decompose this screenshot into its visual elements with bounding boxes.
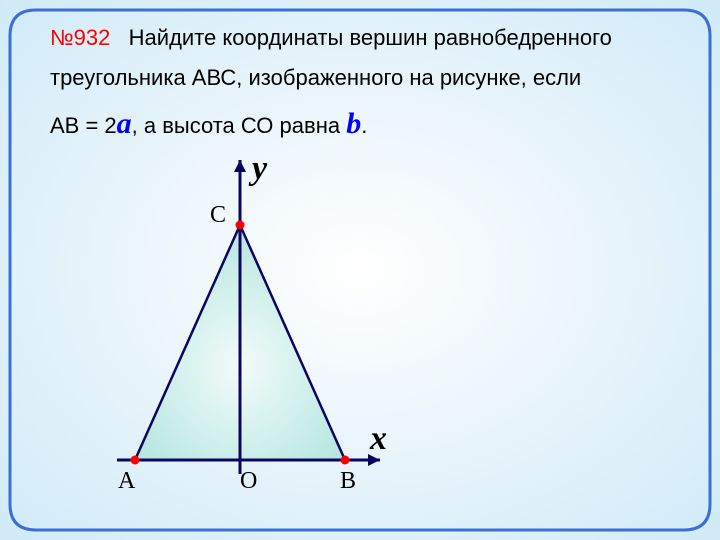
- point-label-b: B: [340, 468, 356, 495]
- figure: x y A B C O: [100, 150, 460, 530]
- text-line1: Найдите координаты вершин равнобедренног…: [129, 25, 612, 50]
- point-label-a: A: [118, 468, 135, 495]
- axis-label-y: y: [252, 150, 267, 188]
- axis-label-x: x: [370, 420, 387, 458]
- var-a: a: [117, 107, 132, 140]
- var-b: b: [346, 107, 361, 140]
- text-line3a: АВ = 2: [50, 113, 117, 138]
- point-label-c: C: [210, 202, 226, 229]
- diagram-svg: [100, 150, 460, 530]
- problem-text: №932 Найдите координаты вершин равнобедр…: [50, 18, 680, 151]
- problem-number: №932: [50, 25, 110, 50]
- text-line2: треугольника АВС, изображенного на рисун…: [50, 65, 581, 90]
- text-line3b: , а высота СО равна: [132, 113, 347, 138]
- point-label-o: O: [240, 468, 257, 495]
- text-line3c: .: [361, 113, 367, 138]
